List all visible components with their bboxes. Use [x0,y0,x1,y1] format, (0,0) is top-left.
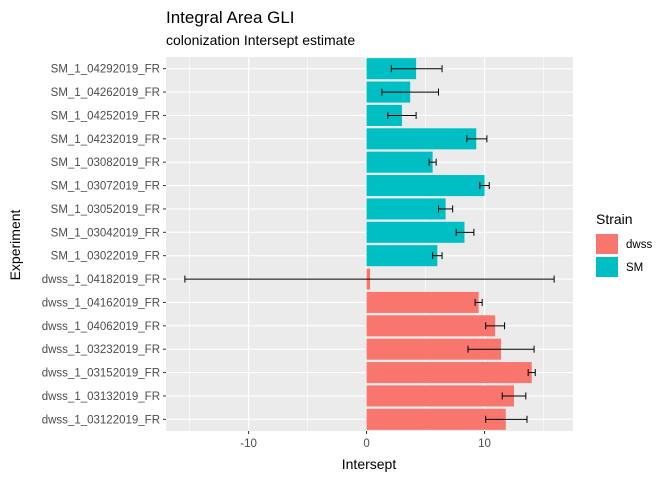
error-bar [501,392,527,400]
bar [366,291,479,313]
y-axis-title: Experiment [7,209,23,280]
error-bar [527,369,536,377]
error-bar [479,182,490,190]
error-bar [474,298,483,306]
y-tick-label: SM_1_04232019_FR [51,134,160,146]
bar [366,408,506,430]
x-tick-label: -10 [240,438,257,450]
bar [366,385,515,407]
y-tick-label: SM_1_03052019_FR [51,204,160,216]
y-tick-label: dwss_1_03122019_FR [42,414,160,426]
bar [366,221,465,243]
y-tick-label: dwss_1_03132019_FR [42,391,160,403]
bar [366,338,502,360]
plot-area [166,57,573,431]
error-bar [485,415,528,423]
x-tick-label: 10 [478,438,491,450]
error-bar [387,111,417,119]
bar [366,175,485,197]
chart-subtitle: colonization Intersept estimate [166,32,355,48]
y-tick-label: SM_1_04252019_FR [51,110,160,122]
error-bar [381,88,440,96]
y-tick-label: SM_1_03082019_FR [51,157,160,169]
error-bar [390,65,443,73]
y-tick-label: SM_1_03072019_FR [51,181,160,193]
x-tick-labels: -10 0 10 [240,431,491,450]
bar [366,151,433,173]
y-tick-label: dwss_1_03152019_FR [42,368,160,380]
legend-title: Strain [596,211,633,227]
bar [366,362,532,384]
error-bar [438,205,454,213]
error-bar [428,158,437,166]
y-tick-label: SM_1_03022019_FR [51,251,160,263]
error-bar [432,252,443,260]
bar [366,128,477,150]
x-axis-title: Intersept [342,456,397,472]
error-bar [485,322,506,330]
bar [366,245,438,267]
y-tick-label: SM_1_04262019_FR [51,87,160,99]
y-tick-labels: SM_1_04292019_FR SM_1_04262019_FR SM_1_042… [42,64,166,426]
x-tick-label: 0 [363,438,369,450]
bar [366,104,402,126]
y-tick-label: dwss_1_04162019_FR [42,297,160,309]
y-tick-label: SM_1_04292019_FR [51,64,160,76]
y-tick-label: dwss_1_03232019_FR [42,344,160,356]
y-tick-label: SM_1_03042019_FR [51,227,160,239]
error-bar [184,275,555,283]
legend: Strain dwss SM [596,211,652,277]
y-tick-label: dwss_1_04062019_FR [42,321,160,333]
legend-label-dwss: dwss [626,239,652,251]
bar [366,315,496,337]
error-bar [455,228,475,236]
error-bar [467,345,535,353]
bar [366,198,446,220]
legend-key-sm [596,257,618,277]
error-bar [466,135,488,143]
y-tick-label: dwss_1_04182019_FR [42,274,160,286]
legend-key-dwss [596,234,618,254]
chart-title: Integral Area GLI [166,8,295,27]
legend-label-sm: SM [626,262,643,274]
